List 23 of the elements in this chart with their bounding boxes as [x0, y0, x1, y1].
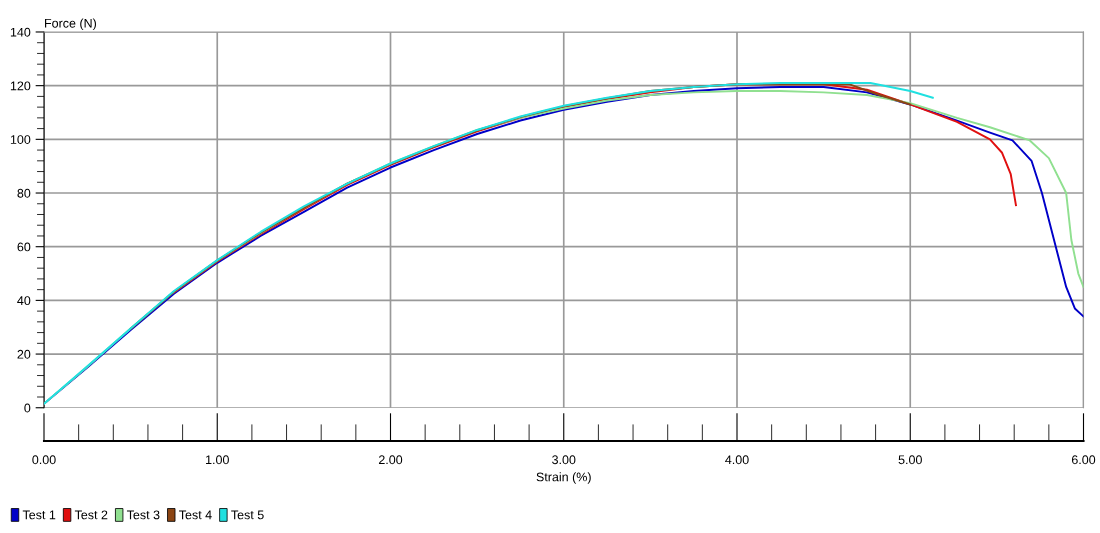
legend-label: Test 5: [231, 510, 264, 520]
y-tick-label: 80: [17, 188, 31, 198]
x-tick-label: 6.00: [1071, 455, 1096, 465]
legend-label: Test 1: [22, 510, 56, 520]
y-tick-label: 60: [17, 242, 31, 252]
x-axis-title: Strain (%): [536, 472, 591, 484]
y-tick-label: 40: [17, 296, 31, 306]
legend-label: Test 2: [74, 510, 108, 520]
x-tick-label: 0.00: [32, 455, 56, 465]
x-tick-label: 4.00: [725, 455, 749, 465]
y-tick-label: 20: [17, 349, 31, 359]
y-tick-label: 100: [10, 135, 31, 144]
y-tick-label: 120: [10, 81, 31, 91]
legend-label: Test 4: [179, 510, 212, 520]
y-tick-label: 0: [24, 403, 31, 413]
x-tick-label: 5.00: [898, 455, 922, 465]
y-axis-title: Force (N): [45, 18, 96, 31]
x-tick-label: 1.00: [206, 455, 229, 465]
x-tick-label: 2.00: [378, 455, 403, 465]
line-series: [44, 82, 934, 405]
legend-label: Test 3: [126, 510, 160, 520]
x-tick-label: 3.00: [552, 455, 576, 465]
y-tick-label: 140: [10, 27, 31, 37]
